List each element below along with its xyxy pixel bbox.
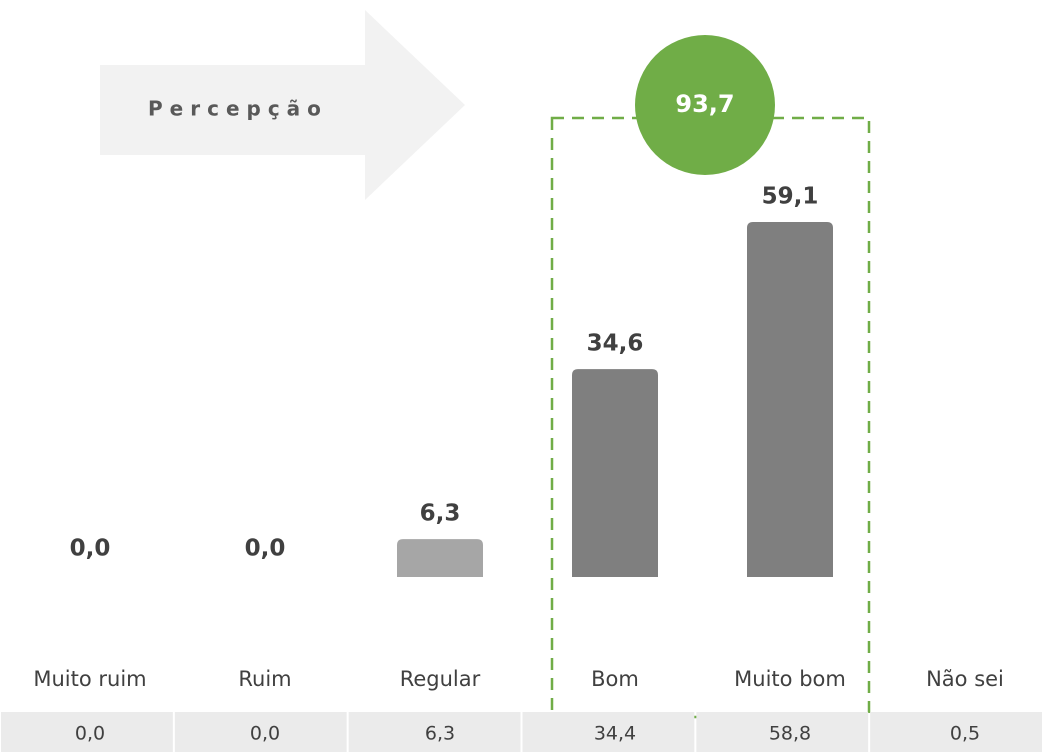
table-cell bbox=[696, 712, 869, 752]
table-value: 34,4 bbox=[594, 723, 636, 745]
highlight-circle bbox=[635, 35, 775, 175]
value-label: 34,6 bbox=[587, 331, 644, 357]
value-label: 0,0 bbox=[245, 536, 286, 562]
highlight-label: 93,7 bbox=[675, 90, 734, 118]
value-label: 59,1 bbox=[762, 184, 819, 210]
x-tick-label: Não sei bbox=[926, 667, 1004, 691]
x-tick-label: Ruim bbox=[238, 667, 291, 691]
bar bbox=[572, 369, 658, 577]
x-tick-label: Muito ruim bbox=[33, 667, 146, 691]
value-label: 6,3 bbox=[420, 501, 461, 527]
table-cell bbox=[174, 712, 347, 752]
table-cell bbox=[522, 712, 695, 752]
table-value: 0,0 bbox=[250, 723, 280, 745]
table-value: 6,3 bbox=[425, 723, 455, 745]
x-tick-label: Bom bbox=[591, 667, 639, 691]
arrow-label: Percepção bbox=[148, 97, 328, 121]
table-cell bbox=[870, 712, 1042, 752]
bar bbox=[397, 539, 483, 577]
table-cell bbox=[348, 712, 521, 752]
table-value: 58,8 bbox=[769, 723, 811, 745]
value-label: 0,0 bbox=[70, 536, 111, 562]
x-tick-label: Regular bbox=[400, 667, 481, 691]
x-tick-label: Muito bom bbox=[734, 667, 846, 691]
arrow bbox=[100, 10, 465, 200]
table-value: 0,5 bbox=[950, 723, 980, 745]
bar bbox=[747, 222, 833, 577]
table-cell bbox=[1, 712, 173, 752]
table-value: 0,0 bbox=[75, 723, 105, 745]
